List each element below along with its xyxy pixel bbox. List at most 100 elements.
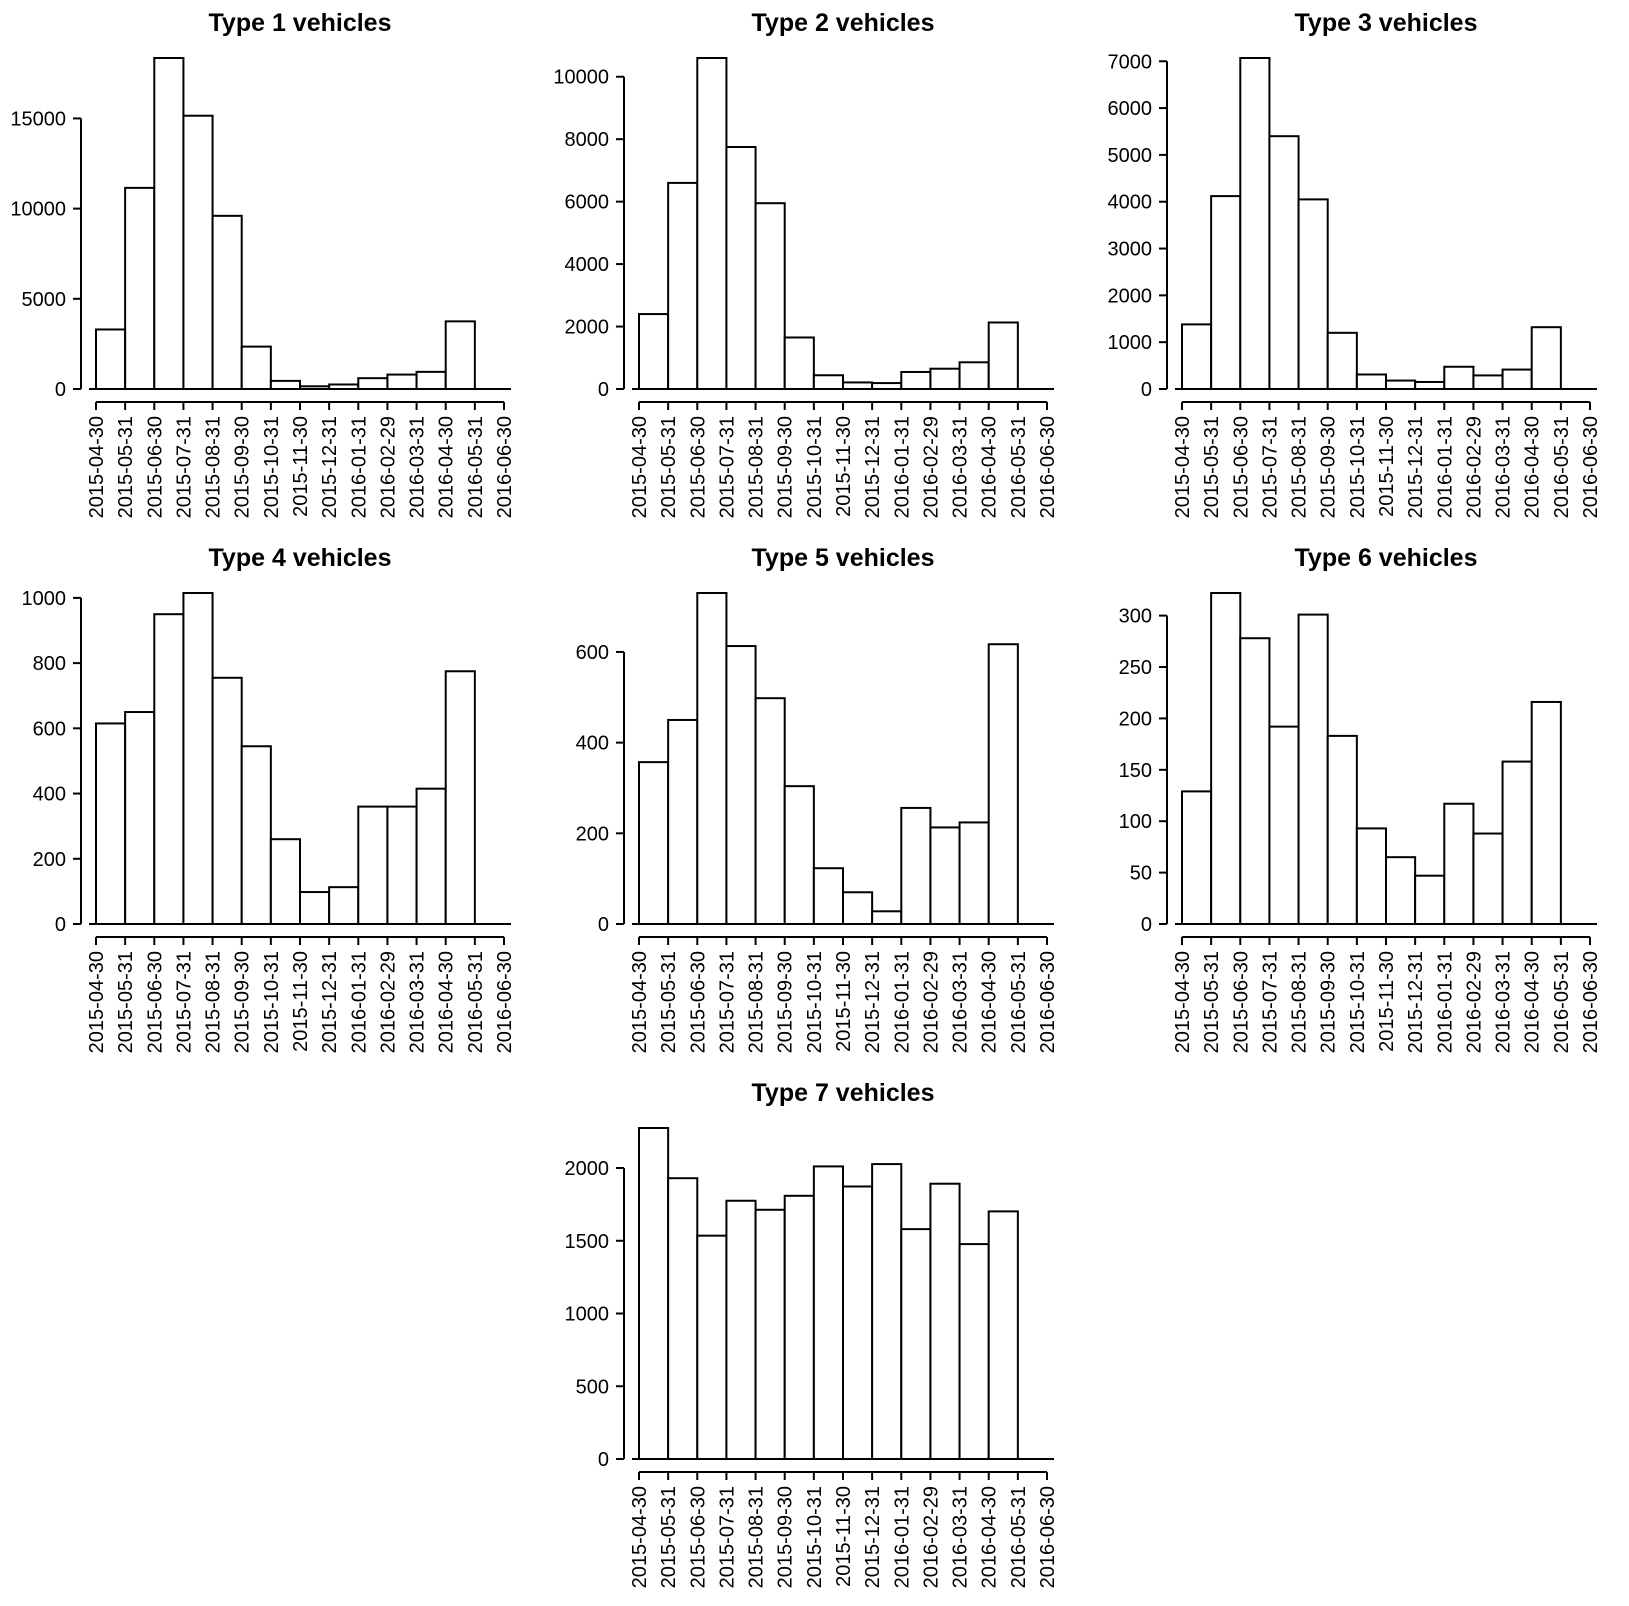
bar	[958, 1243, 990, 1460]
x-tick-label: 2016-06-30	[1037, 1486, 1059, 1588]
x-tick-label: 2016-06-30	[1037, 416, 1059, 518]
bar	[415, 370, 447, 390]
x-tick-label: 2015-07-31	[716, 416, 738, 518]
bar	[95, 722, 127, 925]
x-tick-label: 2015-10-31	[1347, 416, 1369, 518]
x-tick-label: 2016-01-31	[891, 951, 913, 1053]
bar	[842, 1185, 874, 1461]
bar	[211, 676, 243, 925]
chart-type-2-plot: 0 2000 4000 6000 8000 10000 2015-04-30 2015-05-…	[553, 57, 1059, 518]
x-tick-label: 2015-04-30	[1172, 951, 1194, 1053]
chart-type-5-plot: 0 200 400 600 2015-04-30 2015-05-31 2015-06-30…	[576, 592, 1059, 1053]
bar	[386, 805, 418, 926]
bar	[240, 745, 272, 925]
bar	[1239, 57, 1271, 390]
x-tick-label: 2015-11-30	[833, 1486, 855, 1587]
bar	[725, 1199, 757, 1460]
x-tick-label: 2015-09-30	[1318, 416, 1340, 518]
x-tick-label: 2015-04-30	[629, 416, 651, 518]
y-tick-label: 150	[1119, 760, 1152, 782]
bar	[900, 370, 932, 391]
x-tick-label: 2016-05-31	[1551, 951, 1573, 1053]
x-tick-label: 2015-08-31	[1289, 951, 1311, 1053]
x-tick-label: 2015-06-30	[1230, 951, 1252, 1053]
bar	[269, 379, 301, 391]
bar	[1530, 700, 1562, 925]
y-tick-label: 4000	[1108, 192, 1153, 214]
bars	[95, 57, 476, 391]
y-tick-label: 800	[33, 653, 66, 675]
x-tick-label: 2016-02-29	[920, 1486, 942, 1588]
y-tick-label: 8000	[565, 129, 610, 151]
y-axis: 0 5000 10000 15000	[10, 108, 82, 401]
x-tick-label: 2016-02-29	[1463, 951, 1485, 1053]
x-tick-label: 2016-04-30	[1522, 416, 1544, 518]
x-tick-label: 2016-04-30	[979, 951, 1001, 1053]
x-tick-label: 2015-09-30	[775, 416, 797, 518]
x-axis: 2015-04-30 2015-05-31 2015-06-30 2015-07-31…	[629, 936, 1059, 1053]
x-tick-label: 2015-06-30	[144, 951, 166, 1053]
bar	[725, 645, 757, 926]
x-tick-label: 2016-01-31	[1434, 416, 1456, 518]
x-tick-label: 2016-01-31	[1434, 951, 1456, 1053]
y-tick-label: 0	[598, 914, 609, 936]
bar	[638, 313, 670, 390]
y-tick-label: 400	[576, 733, 609, 755]
chart-type-6-vehicles: Type 6 vehicles 0 50 100 150 200 250 300 2015-0…	[1086, 535, 1629, 1070]
bar	[812, 374, 844, 391]
bar	[696, 592, 728, 925]
x-tick-label: 2015-12-31	[1405, 951, 1427, 1053]
x-axis: 2015-04-30 2015-05-31 2015-06-30 2015-07-31…	[629, 401, 1059, 518]
x-tick-label: 2016-05-31	[1008, 416, 1030, 518]
bar	[842, 381, 874, 391]
y-tick-label: 4000	[565, 254, 610, 276]
bar	[299, 385, 331, 391]
bar	[1501, 368, 1533, 391]
bar	[124, 186, 156, 390]
x-tick-label: 2016-03-31	[1493, 951, 1515, 1053]
y-tick-label: 1500	[565, 1231, 610, 1253]
x-tick-label: 2015-04-30	[86, 951, 108, 1053]
x-tick-label: 2015-05-31	[115, 416, 137, 518]
bar	[357, 805, 389, 926]
x-tick-label: 2016-03-31	[950, 1486, 972, 1588]
x-tick-label: 2015-05-31	[658, 416, 680, 518]
y-tick-label: 300	[1119, 606, 1152, 628]
x-tick-label: 2016-01-31	[348, 951, 370, 1053]
x-axis: 2015-04-30 2015-05-31 2015-06-30 2015-07-31…	[629, 1471, 1059, 1588]
bar	[667, 718, 699, 925]
x-tick-label: 2015-06-30	[144, 416, 166, 518]
x-tick-label: 2015-06-30	[687, 951, 709, 1053]
y-tick-label: 3000	[1108, 239, 1153, 261]
x-tick-label: 2015-10-31	[804, 951, 826, 1053]
bar	[929, 367, 961, 391]
x-tick-label: 2016-01-31	[891, 416, 913, 518]
chart-type-2-vehicles: Type 2 vehicles 0 2000 4000 6000 8000 10000 20…	[543, 0, 1086, 535]
x-tick-label: 2015-08-31	[746, 1486, 768, 1588]
bar	[696, 57, 728, 390]
bars	[638, 592, 1019, 926]
bar	[1297, 198, 1329, 390]
bar	[211, 214, 243, 390]
bar	[842, 891, 874, 926]
x-tick-label: 2015-04-30	[1172, 416, 1194, 518]
y-tick-label: 600	[33, 718, 66, 740]
bar	[783, 1194, 815, 1461]
bar	[1355, 827, 1387, 925]
bar	[240, 345, 272, 390]
x-axis: 2015-04-30 2015-05-31 2015-06-30 2015-07-31…	[86, 936, 516, 1053]
y-tick-label: 100	[1119, 811, 1152, 833]
chart-type-5-vehicles: Type 5 vehicles 0 200 400 600 2015-04-30 2015…	[543, 535, 1086, 1070]
bar	[987, 321, 1019, 390]
x-tick-label: 2015-06-30	[687, 416, 709, 518]
x-tick-label: 2015-07-31	[716, 951, 738, 1053]
x-tick-label: 2016-03-31	[407, 416, 429, 518]
x-tick-label: 2016-04-30	[1522, 951, 1544, 1053]
bar	[1443, 802, 1475, 926]
bar	[783, 785, 815, 925]
